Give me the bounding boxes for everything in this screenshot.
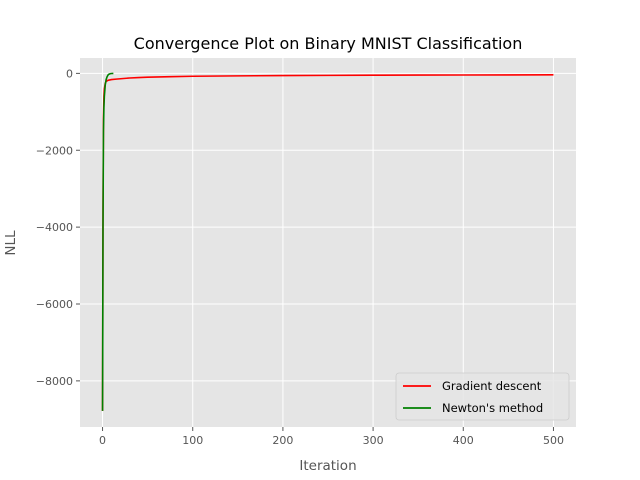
y-axis: 0 −2000 −4000 −6000 −8000	[36, 67, 80, 388]
legend: Gradient descent Newton's method	[395, 372, 570, 421]
legend-box	[395, 372, 570, 421]
y-tick-label: −8000	[36, 375, 73, 388]
y-axis-label: NLL	[3, 230, 19, 256]
grid	[80, 58, 576, 427]
x-tick-label: 100	[182, 434, 203, 447]
y-tick-label: 0	[66, 67, 73, 80]
plot-area	[80, 58, 576, 427]
series-line-newton-s-method	[101, 72, 114, 411]
x-tick-label: 500	[543, 434, 564, 447]
y-tick-label: −6000	[36, 298, 73, 311]
y-tick-label: −4000	[36, 221, 73, 234]
legend-label-newtons-method: Newton's method	[442, 401, 543, 415]
x-tick-label: 400	[453, 434, 474, 447]
x-tick-label: 200	[272, 434, 293, 447]
x-tick-label: 300	[363, 434, 384, 447]
legend-label-gradient-descent: Gradient descent	[442, 379, 542, 393]
x-axis-label: Iteration	[299, 458, 356, 474]
x-tick-label: 0	[99, 434, 106, 447]
x-axis: 0 100 200 300 400 500	[99, 427, 564, 447]
y-tick-label: −2000	[36, 144, 73, 157]
series-lines	[101, 72, 554, 411]
chart-title: Convergence Plot on Binary MNIST Classif…	[134, 34, 523, 53]
